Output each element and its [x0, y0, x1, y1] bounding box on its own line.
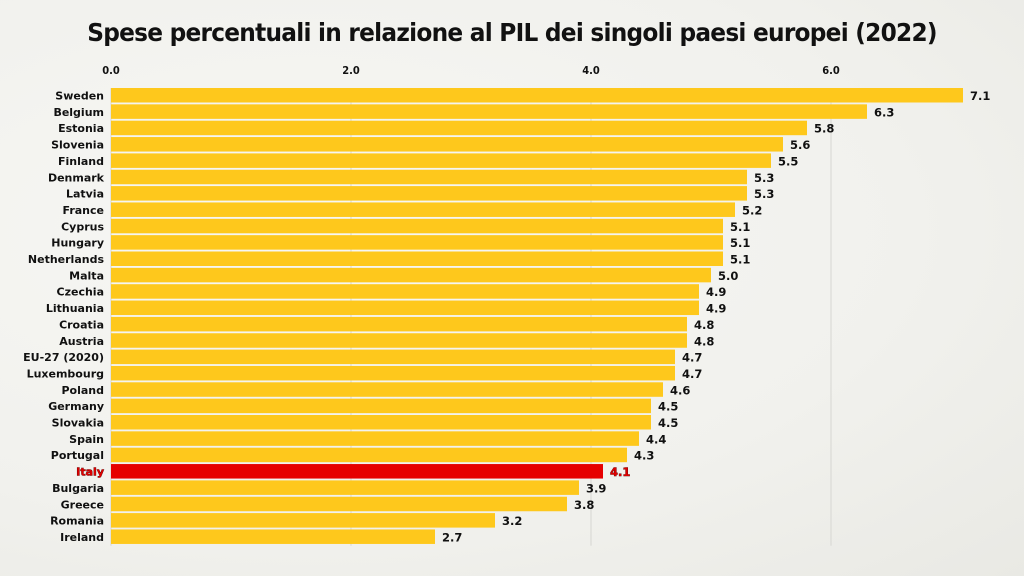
- category-label: Slovenia: [51, 139, 104, 152]
- category-label: Estonia: [58, 122, 104, 135]
- bar-spain: [111, 431, 639, 446]
- x-tick-label: 4.0: [582, 64, 600, 77]
- category-label: Czechia: [57, 286, 104, 299]
- value-label: 5.1: [730, 253, 750, 267]
- chart-title: Spese percentuali in relazione al PIL de…: [87, 18, 937, 47]
- value-label: 4.9: [706, 302, 726, 316]
- value-label: 5.6: [790, 138, 810, 152]
- value-label: 4.8: [694, 318, 714, 332]
- bar-malta: [111, 267, 711, 283]
- category-label: Luxembourg: [27, 367, 104, 380]
- x-tick-label: 2.0: [342, 64, 360, 77]
- bar-croatia: [111, 316, 687, 332]
- category-label: Belgium: [53, 106, 104, 119]
- bar-france: [111, 202, 735, 217]
- value-label: 4.6: [670, 383, 690, 397]
- bar-romania: [111, 513, 495, 528]
- category-label: Hungary: [51, 237, 104, 250]
- category-label: Finland: [58, 155, 104, 168]
- value-label: 3.2: [502, 514, 522, 528]
- category-label: Sweden: [55, 90, 104, 103]
- bar-hungary: [111, 235, 723, 250]
- value-label: 2.7: [442, 530, 462, 544]
- value-label: 4.7: [682, 367, 702, 381]
- bar-estonia: [111, 120, 807, 136]
- value-label: 4.3: [634, 449, 654, 463]
- bar-bulgaria: [111, 480, 579, 495]
- bar-germany: [111, 398, 651, 414]
- x-tick-label: 6.0: [822, 64, 840, 77]
- bar-portugal: [111, 447, 627, 463]
- value-label: 6.3: [874, 105, 894, 119]
- value-label: 5.2: [742, 203, 762, 217]
- x-axis-ticks: 0.0 2.0 4.0 6.0: [102, 64, 840, 77]
- category-label: Spain: [69, 433, 104, 446]
- category-label: Malta: [69, 269, 104, 282]
- value-label: 3.8: [574, 498, 594, 512]
- category-label: Austria: [59, 335, 104, 348]
- category-label: Romania: [50, 515, 104, 528]
- value-label: 7.1: [970, 89, 990, 103]
- category-labels: Sweden Belgium Estonia Slovenia Finland Denma…: [23, 90, 104, 544]
- value-label: 4.7: [682, 351, 702, 365]
- category-label: Slovakia: [52, 417, 104, 430]
- category-label: Poland: [61, 384, 104, 397]
- category-label: Italy: [76, 466, 104, 479]
- value-label: 4.8: [694, 334, 714, 348]
- category-label: Denmark: [48, 171, 105, 184]
- value-label: 5.5: [778, 154, 798, 168]
- bar-slovenia: [111, 137, 783, 152]
- value-label: 5.1: [730, 220, 750, 234]
- bar-belgium: [111, 104, 867, 119]
- bar-cyprus: [111, 218, 723, 234]
- value-label: 4.1: [610, 465, 630, 479]
- value-label: 5.3: [754, 187, 774, 201]
- category-label: Netherlands: [28, 253, 105, 266]
- category-label: Cyprus: [61, 220, 104, 233]
- category-label: Germany: [48, 400, 104, 413]
- category-label: Portugal: [51, 449, 104, 462]
- value-label: 5.0: [718, 269, 738, 283]
- bar-lithuania: [111, 300, 699, 316]
- bar-luxembourg: [111, 365, 675, 381]
- value-label: 3.9: [586, 481, 606, 495]
- category-label: Ireland: [60, 531, 104, 544]
- bar-sweden: [111, 88, 963, 103]
- value-labels: 7.1 6.3 5.8 5.6 5.5 5.3 5.3 5.2 5.1 5.1 5.1 5.0 4.9 4…: [442, 89, 990, 544]
- category-label: EU-27 (2020): [23, 351, 104, 364]
- value-label: 4.5: [658, 416, 678, 430]
- value-label: 5.8: [814, 122, 834, 136]
- bar-czechia: [111, 284, 699, 299]
- bar-eu-27-2020: [111, 349, 675, 365]
- category-label: Latvia: [66, 188, 104, 201]
- bar-latvia: [111, 186, 747, 201]
- bar-finland: [111, 153, 771, 168]
- bar-austria: [111, 333, 687, 348]
- bars: [111, 88, 963, 544]
- bar-poland: [111, 382, 663, 397]
- bar-netherlands: [111, 251, 723, 266]
- category-label: Croatia: [59, 318, 104, 331]
- bar-italy: [111, 464, 603, 479]
- category-label: Greece: [61, 498, 104, 511]
- x-tick-label: 0.0: [102, 64, 120, 77]
- value-label: 4.9: [706, 285, 726, 299]
- value-label: 5.1: [730, 236, 750, 250]
- category-label: Bulgaria: [52, 482, 104, 495]
- value-label: 4.4: [646, 432, 666, 446]
- bar-denmark: [111, 169, 747, 185]
- bar-slovakia: [111, 415, 651, 430]
- category-label: France: [63, 204, 104, 217]
- category-label: Lithuania: [46, 302, 104, 315]
- value-label: 5.3: [754, 171, 774, 185]
- value-label: 4.5: [658, 400, 678, 414]
- bar-ireland: [111, 529, 435, 544]
- bar-greece: [111, 496, 567, 512]
